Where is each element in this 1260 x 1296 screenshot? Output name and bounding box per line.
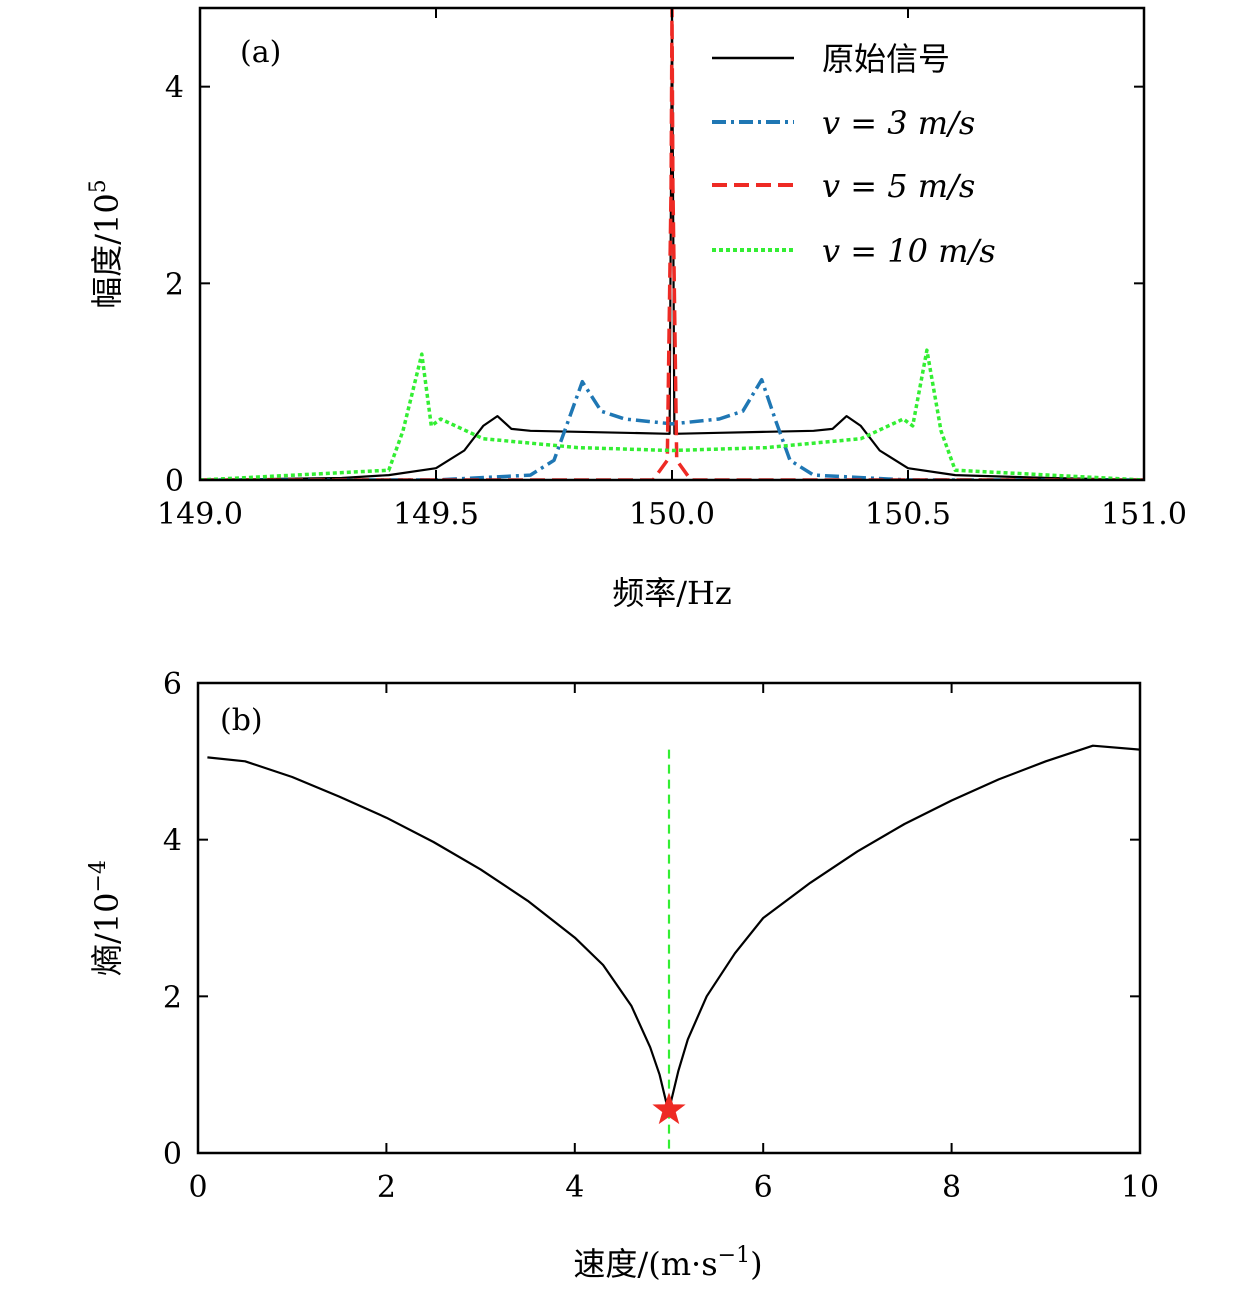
panel-a-x-tick-label: 150.0 (629, 497, 715, 532)
panel-b-y-tick-label: 2 (163, 980, 182, 1015)
panel-b-x-tick-label: 0 (188, 1170, 207, 1205)
panel-b-min-star-marker (652, 1092, 686, 1125)
panel-b-frame (196, 681, 1142, 1155)
panel-a-y-axis-title-main: 幅度/10 (88, 193, 126, 309)
panel-b-x-axis-title-exponent: −1 (718, 1243, 750, 1268)
panel-b-y-tick-label: 4 (163, 824, 182, 859)
legend-label-v10: v = 10 m/s (822, 232, 996, 270)
panel-b-y-tick-label: 6 (163, 667, 182, 702)
panel-b-x-tick-label: 4 (565, 1170, 584, 1205)
panel-b: 0 2 4 6 8 10 0 2 4 6 (b) 速度/(m·s−1) 熵/10−4 (86, 667, 1159, 1283)
panel-a-series-line-0 (200, 8, 1144, 480)
legend-label-v5: v = 5 m/s (822, 167, 975, 205)
panel-a-label: (a) (240, 35, 281, 70)
panel-b-y-axis-title-main: 熵/10 (88, 892, 126, 976)
panel-b-y-axis-title-exponent: −4 (86, 860, 111, 892)
panel-a-series-line-3 (200, 348, 1144, 480)
panel-a-x-tick-label: 150.5 (865, 497, 951, 532)
panel-b-curves (207, 744, 1140, 1153)
panel-a-y-axis-title-exponent: 5 (86, 179, 111, 193)
panel-a: 149.0 149.5 150.0 150.5 151.0 0 2 4 (a) 频率/Hz 幅… (86, 6, 1187, 612)
panel-a-y-tick-label: 2 (165, 267, 184, 302)
legend: 原始信号 v = 3 m/s v = 5 m/s v = 10 m/s (712, 40, 996, 270)
legend-label-v3: v = 3 m/s (822, 104, 975, 142)
panel-b-ticks: 0 2 4 6 8 10 0 2 4 6 (163, 667, 1159, 1205)
panel-a-x-tick-label: 149.0 (157, 497, 243, 532)
panel-a-x-tick-label: 151.0 (1101, 497, 1187, 532)
panel-b-x-tick-label: 10 (1121, 1170, 1159, 1205)
panel-a-x-tick-label: 149.5 (393, 497, 479, 532)
panel-b-x-axis-title-tail: ) (750, 1245, 762, 1283)
panel-b-x-tick-label: 8 (942, 1170, 961, 1205)
panel-a-curves (200, 8, 1144, 480)
panel-b-x-axis-title-main: 速度/(m·s (573, 1245, 717, 1283)
panel-a-y-tick-label: 0 (165, 464, 184, 499)
panel-b-x-tick-label: 6 (754, 1170, 773, 1205)
legend-label-original: 原始信号 (822, 40, 950, 78)
panel-b-x-axis-title: 速度/(m·s−1) (573, 1243, 762, 1283)
panel-b-y-tick-label: 0 (163, 1137, 182, 1172)
panel-a-series-line-1 (200, 377, 1144, 480)
panel-a-x-axis-title: 频率/Hz (612, 574, 732, 612)
panel-a-y-tick-label: 4 (165, 71, 184, 106)
panel-a-y-axis-title: 幅度/105 (86, 179, 126, 309)
panel-b-label: (b) (220, 703, 263, 738)
panel-b-x-tick-label: 2 (377, 1170, 396, 1205)
panel-b-y-axis-title: 熵/10−4 (86, 860, 126, 976)
panel-b-series-line-0 (207, 744, 1140, 1112)
panel-a-ticks: 149.0 149.5 150.0 150.5 151.0 0 2 4 (157, 8, 1187, 532)
panel-a-series-line-2 (200, 8, 1144, 480)
